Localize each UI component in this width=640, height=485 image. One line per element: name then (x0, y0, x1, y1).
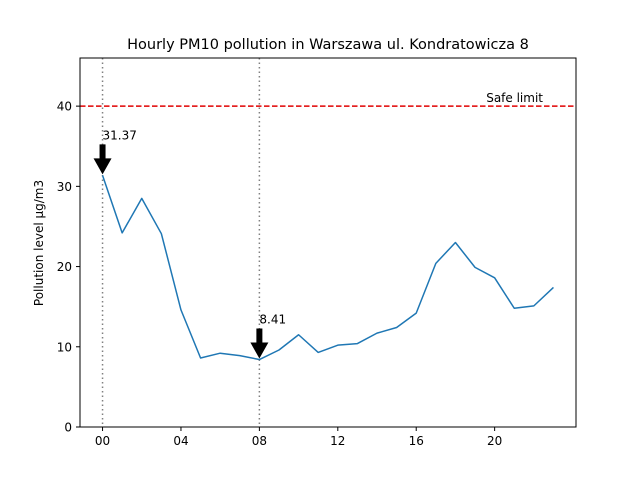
x-tick-label: 04 (173, 434, 188, 448)
y-tick-label: 40 (57, 100, 72, 114)
x-tick-label: 08 (252, 434, 267, 448)
x-tick-label: 16 (409, 434, 424, 448)
y-tick-label: 30 (57, 180, 72, 194)
y-axis-label: Pollution level µg/m3 (32, 180, 46, 306)
y-tick-label: 0 (64, 421, 72, 435)
y-tick-label: 10 (57, 340, 72, 354)
chart-title: Hourly PM10 pollution in Warszawa ul. Ko… (127, 37, 529, 53)
y-tick-label: 20 (57, 260, 72, 274)
x-tick-label: 20 (487, 434, 502, 448)
safe-limit-label: Safe limit (486, 91, 543, 105)
x-tick-label: 00 (95, 434, 110, 448)
x-tick-label: 12 (330, 434, 345, 448)
annotation-label-0: 31.37 (103, 128, 137, 142)
annotation-label-1: 8.41 (259, 313, 286, 327)
